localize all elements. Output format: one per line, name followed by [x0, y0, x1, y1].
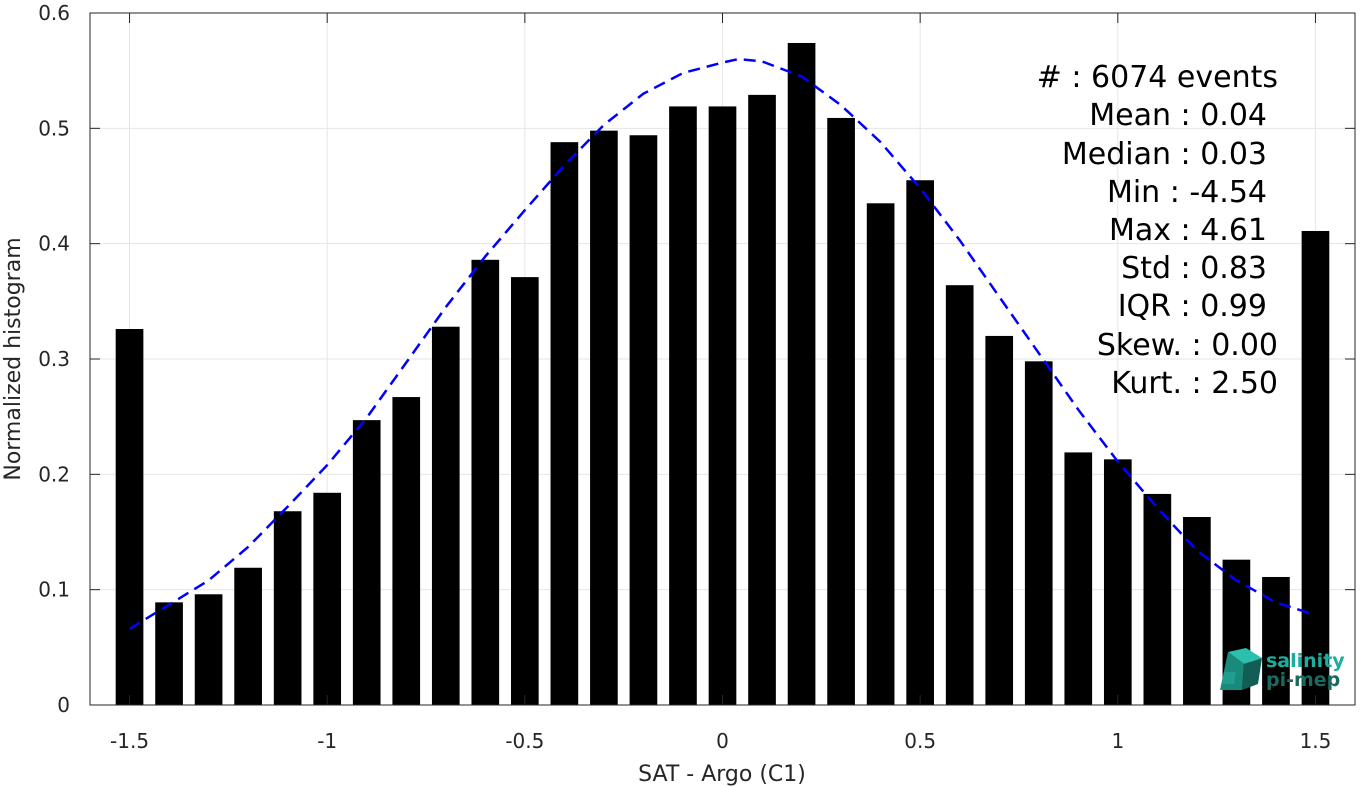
y-tick-labels: 0 0.1 0.2 0.3 0.4 0.5 0.6 — [38, 1, 70, 717]
stat-mean: Mean : 0.04 — [1089, 98, 1267, 133]
bar-16 — [748, 94, 776, 706]
y-tick-label: 0.6 — [38, 1, 70, 25]
bar-1 — [155, 602, 183, 705]
bar-20 — [906, 180, 934, 705]
stat-std: Std : 0.83 — [1121, 251, 1267, 286]
bar-27 — [1183, 517, 1211, 705]
histogram-bars — [115, 42, 1330, 706]
stat-max: Max : 4.61 — [1109, 213, 1267, 248]
bar-6 — [352, 420, 381, 705]
y-tick-label: 0.1 — [38, 578, 70, 602]
y-tick-label: 0.4 — [38, 232, 70, 256]
bar-14 — [669, 106, 697, 706]
cube-logo-icon — [1220, 648, 1262, 690]
x-tick-label: 1 — [1111, 729, 1124, 753]
x-tick-label: 0.5 — [904, 729, 936, 753]
bar-18 — [827, 117, 855, 706]
bar-2 — [194, 594, 223, 705]
stat-iqr: IQR : 0.99 — [1118, 289, 1267, 324]
salinity-pimep-logo: salinity pi-mep — [1220, 648, 1345, 691]
x-tick-label: -0.5 — [505, 729, 544, 753]
x-axis-label: SAT - Argo (C1) — [638, 762, 806, 787]
bar-11 — [550, 142, 579, 705]
y-tick-label: 0.2 — [38, 462, 70, 486]
bar-30 — [1301, 230, 1330, 706]
x-tick-label: 1.5 — [1300, 729, 1332, 753]
x-tick-label: 0 — [716, 729, 729, 753]
bar-21 — [945, 285, 974, 705]
bar-3 — [234, 567, 262, 705]
y-axis-label: Normalized histogram — [1, 237, 26, 480]
x-tick-label: -1 — [317, 729, 337, 753]
bar-24 — [1064, 452, 1093, 705]
bar-19 — [866, 203, 895, 706]
bar-0 — [115, 329, 144, 705]
y-tick-label: 0.5 — [38, 116, 70, 140]
bar-7 — [392, 397, 421, 705]
bar-4 — [273, 511, 302, 705]
stat-kurtosis: Kurt. : 2.50 — [1111, 366, 1278, 401]
bar-10 — [511, 277, 539, 705]
bar-12 — [590, 130, 618, 705]
bar-26 — [1143, 493, 1172, 705]
y-tick-label: 0.3 — [38, 347, 70, 371]
bar-5 — [313, 492, 342, 705]
stat-skewness: Skew. : 0.00 — [1097, 328, 1278, 363]
bar-15 — [708, 106, 737, 706]
bar-9 — [471, 259, 500, 705]
axes-frame — [89, 12, 1356, 706]
bar-22 — [985, 335, 1014, 705]
bar-8 — [431, 326, 460, 705]
statistics-panel: # : 6074 events Mean : 0.04 Median : 0.0… — [1037, 60, 1278, 401]
logo-text-salinity: salinity — [1266, 650, 1345, 672]
normal-fit-curve — [128, 57, 1316, 630]
x-tick-labels: -1.5 -1 -0.5 0 0.5 1 1.5 — [110, 729, 1331, 753]
y-tick-label: 0 — [57, 693, 70, 717]
bar-13 — [629, 135, 658, 706]
x-tick-label: -1.5 — [110, 729, 149, 753]
logo-text-pimep: pi-mep — [1266, 669, 1340, 691]
stat-min: Min : -4.54 — [1107, 175, 1267, 210]
bar-25 — [1103, 459, 1132, 705]
stat-median: Median : 0.03 — [1062, 137, 1267, 172]
bar-17 — [787, 42, 816, 705]
bar-23 — [1024, 361, 1053, 705]
stat-count: # : 6074 events — [1037, 60, 1278, 95]
